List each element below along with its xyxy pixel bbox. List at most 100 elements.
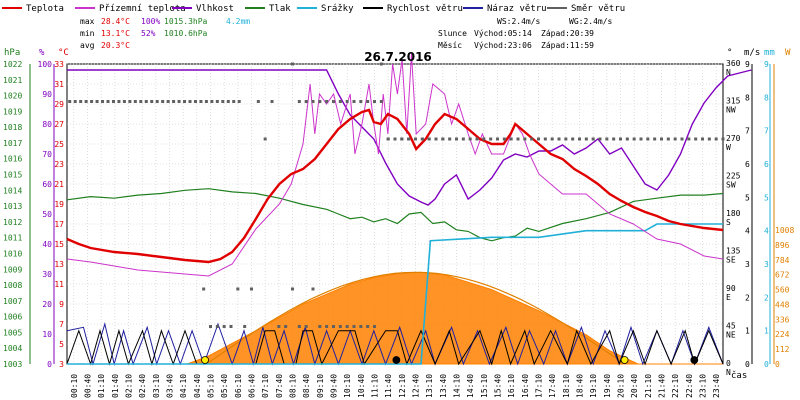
wind-direction-point bbox=[496, 137, 499, 141]
wind-direction-point bbox=[222, 325, 226, 328]
tick-label-ms: 7 bbox=[745, 127, 750, 136]
wind-direction-point bbox=[721, 137, 725, 141]
wind-direction-point bbox=[523, 137, 527, 141]
wind-direction-point bbox=[297, 325, 301, 328]
sun-marker bbox=[201, 356, 209, 364]
wind-direction-point bbox=[236, 287, 240, 291]
tick-label-time: 13:10 bbox=[425, 374, 434, 398]
wind-direction-point bbox=[155, 100, 159, 103]
wind-direction-point bbox=[714, 137, 718, 141]
tick-label-direction-deg: 45 bbox=[726, 322, 736, 331]
legend-rychlost-vetru: Rychlost větru bbox=[387, 4, 463, 14]
wind-direction-point bbox=[232, 100, 236, 103]
wind-direction-point bbox=[318, 325, 322, 328]
stat-min-temp: 13.1°C bbox=[101, 29, 130, 38]
stat-moonset: Západ:11:59 bbox=[541, 41, 594, 50]
tick-label-hpa: 1013 bbox=[3, 202, 22, 211]
tick-label-time: 21:40 bbox=[658, 374, 667, 398]
tick-label-time: 10:10 bbox=[343, 374, 352, 398]
stat-min-label: min bbox=[80, 29, 95, 38]
tick-label-time: 04:40 bbox=[193, 374, 202, 398]
wind-direction-point bbox=[193, 100, 197, 103]
tick-label-time: 22:40 bbox=[685, 374, 694, 398]
series-lines bbox=[66, 53, 752, 366]
stats-panel: max 28.4°C 100% 1015.3hPa 4.2mm min 13.1… bbox=[80, 17, 613, 50]
wind-direction-point bbox=[111, 100, 115, 103]
wind-direction-point bbox=[475, 137, 479, 141]
tick-label-ms: 6 bbox=[745, 160, 750, 169]
tick-label-celsius: 29 bbox=[54, 100, 64, 109]
wind-direction-point bbox=[263, 137, 267, 141]
wind-direction-point bbox=[95, 100, 99, 103]
stat-max-temp: 28.4°C bbox=[101, 17, 130, 26]
wind-direction-point bbox=[229, 325, 233, 328]
wind-direction-point bbox=[352, 325, 356, 328]
legend: Teplota Přízemní teplota Vlhkost Tlak Sr… bbox=[2, 4, 625, 14]
tick-label-time: 06:10 bbox=[234, 374, 243, 398]
wind-direction-point bbox=[707, 137, 711, 141]
tick-label-wm2: 560 bbox=[775, 286, 790, 295]
tick-label-time: 12:10 bbox=[398, 374, 407, 398]
wind-direction-point bbox=[73, 100, 77, 103]
wind-direction-point bbox=[128, 100, 132, 103]
tick-label-hpa: 1019 bbox=[3, 107, 22, 116]
wind-direction-point bbox=[366, 325, 370, 328]
tick-label-percent: 70 bbox=[42, 150, 52, 159]
wind-direction-point bbox=[345, 325, 349, 328]
axis-label-percent: % bbox=[39, 48, 45, 58]
wind-direction-point bbox=[359, 100, 363, 103]
tick-label-time: 23:40 bbox=[712, 374, 721, 398]
wind-direction-point bbox=[571, 137, 575, 141]
wind-direction-point bbox=[291, 62, 294, 66]
tick-label-percent: 100 bbox=[38, 60, 53, 69]
tick-label-wm2: 112 bbox=[775, 345, 790, 354]
wind-direction-point bbox=[311, 287, 315, 291]
wind-direction-point bbox=[557, 137, 561, 141]
tick-label-time: 11:10 bbox=[371, 374, 380, 398]
wind-direction-point bbox=[509, 137, 513, 141]
tick-label-time: 02:10 bbox=[125, 374, 134, 398]
tick-label-mm: 4 bbox=[764, 227, 769, 236]
stat-ws: WS:2.4m/s bbox=[497, 17, 541, 26]
tick-label-hpa: 1016 bbox=[3, 155, 22, 164]
tick-label-direction-dir: N bbox=[726, 68, 731, 77]
series-ground-temperature bbox=[66, 53, 724, 277]
series-temperature bbox=[66, 108, 724, 264]
tick-label-time: 06:40 bbox=[248, 374, 257, 398]
wind-direction-point bbox=[345, 100, 349, 103]
axis-label-time: čas bbox=[731, 370, 747, 381]
tick-label-hpa: 1007 bbox=[3, 297, 22, 306]
axis-label-ms: m/s bbox=[744, 48, 760, 58]
wind-direction-point bbox=[270, 100, 274, 103]
tick-label-direction-dir: NE bbox=[726, 331, 736, 340]
tick-label-time: 05:40 bbox=[220, 374, 229, 398]
tick-label-percent: 20 bbox=[42, 300, 52, 309]
tick-label-hpa: 1020 bbox=[3, 92, 22, 101]
tick-label-percent: 0 bbox=[47, 360, 52, 369]
wind-direction-point bbox=[455, 137, 458, 141]
stat-moon-label: Měsíc bbox=[438, 41, 462, 50]
wind-direction-point bbox=[237, 100, 241, 103]
wind-direction-point bbox=[373, 100, 376, 103]
tick-label-time: 03:40 bbox=[166, 374, 175, 398]
wind-direction-point bbox=[332, 325, 335, 328]
tick-label-mm: 1 bbox=[764, 327, 769, 336]
moon-marker bbox=[690, 356, 699, 364]
tick-label-time: 14:40 bbox=[466, 374, 475, 398]
wind-direction-point bbox=[550, 137, 554, 141]
wind-direction-point bbox=[379, 100, 383, 103]
wind-direction-point bbox=[284, 325, 288, 328]
tick-label-celsius: 15 bbox=[54, 240, 64, 249]
tick-label-mm: 9 bbox=[764, 60, 769, 69]
wind-direction-point bbox=[318, 100, 322, 103]
tick-label-hpa: 1011 bbox=[3, 234, 22, 243]
wind-direction-point bbox=[701, 137, 704, 141]
wind-direction-point bbox=[332, 100, 335, 103]
wind-direction-point bbox=[680, 137, 684, 141]
wind-direction-point bbox=[215, 100, 219, 103]
tick-label-direction-dir: SW bbox=[726, 181, 736, 190]
stat-min-press: 1010.6hPa bbox=[164, 29, 208, 38]
tick-label-ms: 1 bbox=[745, 327, 750, 336]
wind-direction-point bbox=[172, 100, 176, 103]
tick-label-celsius: 11 bbox=[54, 280, 64, 289]
